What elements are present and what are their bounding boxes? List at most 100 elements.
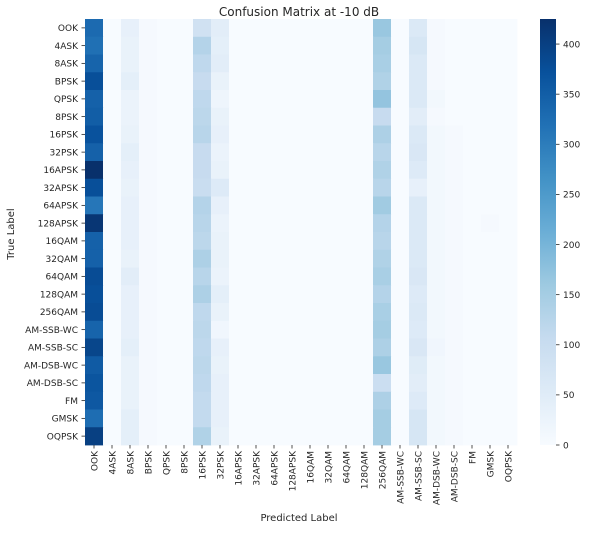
heatmap-cell <box>499 36 518 55</box>
heatmap-cell <box>229 320 248 339</box>
heatmap-cell <box>157 178 176 197</box>
heatmap-cell <box>499 214 518 233</box>
x-tick-label: FM <box>469 451 479 464</box>
y-tick-label: 32APSK <box>43 184 79 194</box>
y-tick-label: AM-DSB-WC <box>24 361 78 371</box>
heatmap-cell <box>193 391 212 410</box>
heatmap-cell <box>283 356 302 375</box>
heatmap-cell <box>229 374 248 393</box>
heatmap-cell <box>103 320 122 339</box>
heatmap-cell <box>139 161 158 180</box>
heatmap-cell <box>229 36 248 55</box>
heatmap-cell <box>319 143 338 162</box>
heatmap-cell <box>103 143 122 162</box>
heatmap-cell <box>463 338 482 357</box>
heatmap-cell <box>229 249 248 268</box>
heatmap-cell <box>85 391 104 410</box>
heatmap-cell <box>481 178 500 197</box>
heatmap-cell <box>391 320 410 339</box>
heatmap-cell <box>229 409 248 428</box>
heatmap-cell <box>427 36 446 55</box>
heatmap-cell <box>463 267 482 286</box>
heatmap-cell <box>499 196 518 215</box>
heatmap-cell <box>247 267 266 286</box>
heatmap-cell <box>247 125 266 144</box>
heatmap-cell <box>247 409 266 428</box>
colorbar <box>540 19 556 445</box>
y-tick-label: 16APSK <box>43 166 79 176</box>
heatmap-cell <box>301 72 320 91</box>
heatmap-cell <box>481 285 500 304</box>
heatmap-cell <box>265 143 284 162</box>
heatmap-cell <box>193 90 212 109</box>
heatmap-cell <box>229 391 248 410</box>
heatmap-cell <box>121 338 140 357</box>
heatmap-cell <box>247 249 266 268</box>
x-tick-label: OQPSK <box>505 450 515 482</box>
heatmap-cell <box>103 391 122 410</box>
heatmap-cell <box>373 320 392 339</box>
heatmap-cell <box>409 338 428 357</box>
heatmap-cell <box>103 214 122 233</box>
heatmap-cell <box>121 214 140 233</box>
heatmap-cell <box>391 107 410 126</box>
heatmap-cell <box>85 285 104 304</box>
heatmap-cell <box>481 161 500 180</box>
heatmap-cell <box>337 285 356 304</box>
heatmap-cell <box>175 214 194 233</box>
heatmap-cell <box>427 320 446 339</box>
heatmap-cell <box>355 72 374 91</box>
heatmap-cell <box>103 232 122 251</box>
heatmap-cell <box>463 72 482 91</box>
heatmap-cell <box>121 303 140 322</box>
heatmap-cell <box>175 374 194 393</box>
heatmap-cell <box>463 249 482 268</box>
heatmap-cell <box>301 90 320 109</box>
heatmap-cell <box>283 196 302 215</box>
heatmap-cell <box>409 196 428 215</box>
heatmap-cell <box>139 107 158 126</box>
heatmap-cell <box>373 107 392 126</box>
heatmap-cell <box>247 90 266 109</box>
heatmap-cell <box>355 391 374 410</box>
heatmap-cell <box>319 320 338 339</box>
heatmap-cell <box>85 90 104 109</box>
x-tick-label: 8PSK <box>181 450 191 474</box>
heatmap-cell <box>247 214 266 233</box>
heatmap-cell <box>427 90 446 109</box>
heatmap-cell <box>229 19 248 38</box>
heatmap-cell <box>121 249 140 268</box>
heatmap-cell <box>445 374 464 393</box>
heatmap-cell <box>301 54 320 73</box>
heatmap-cell <box>355 54 374 73</box>
heatmap-cell <box>265 72 284 91</box>
heatmap-cell <box>283 72 302 91</box>
heatmap-cell <box>355 427 374 446</box>
heatmap-cell <box>319 338 338 357</box>
heatmap-cell <box>355 338 374 357</box>
heatmap-cell <box>211 232 230 251</box>
heatmap-cell <box>229 143 248 162</box>
heatmap-cell <box>427 391 446 410</box>
heatmap-cell <box>391 374 410 393</box>
heatmap-cell <box>499 285 518 304</box>
heatmap-cell <box>373 303 392 322</box>
heatmap-cell <box>85 214 104 233</box>
heatmap-cell <box>355 356 374 375</box>
heatmap-cell <box>391 54 410 73</box>
heatmap-cell <box>319 178 338 197</box>
heatmap-cell <box>157 232 176 251</box>
heatmap-cell <box>175 90 194 109</box>
heatmap-cell <box>193 249 212 268</box>
heatmap-cell <box>373 214 392 233</box>
heatmap-cell <box>445 303 464 322</box>
heatmap-cell <box>301 391 320 410</box>
heatmap-cell <box>337 267 356 286</box>
x-axis-ticks: OOK 4ASK 8ASK BPSK QPSK 8PSK 16PSK 32PSK 16APSK 3… <box>91 445 515 505</box>
heatmap-cell <box>283 161 302 180</box>
heatmap-cell <box>175 107 194 126</box>
heatmap-cell <box>175 125 194 144</box>
heatmap-cell <box>283 107 302 126</box>
y-tick-label: 8PSK <box>55 113 79 123</box>
heatmap-cell <box>103 249 122 268</box>
